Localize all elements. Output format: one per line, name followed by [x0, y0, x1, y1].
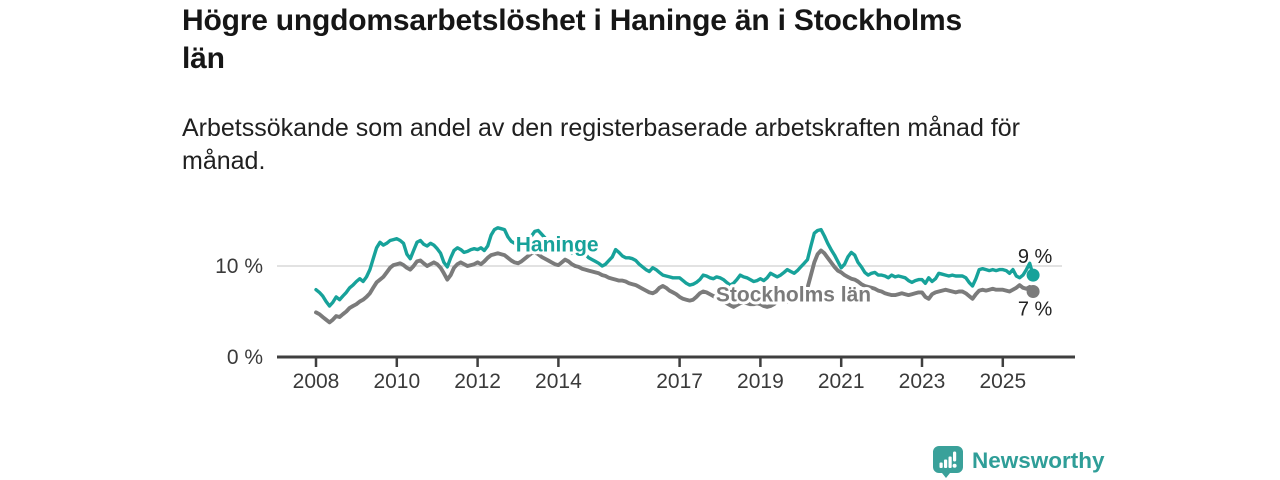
x-axis-tick-label: 2012	[454, 370, 501, 393]
newsworthy-brand-link[interactable]: Newsworthy	[933, 446, 1105, 478]
series-label-haninge: Haninge	[516, 233, 599, 256]
newsworthy-brand-text: Newsworthy	[972, 448, 1105, 473]
x-axis-tick-label: 2019	[737, 370, 784, 393]
series-line-haninge	[314, 226, 1035, 308]
series-end-dot-haninge	[1026, 268, 1040, 282]
x-axis-tick-label: 2010	[373, 370, 420, 393]
x-axis-tick-label: 2014	[535, 370, 582, 393]
chart-subtitle: Arbetssökande som andel av den registerb…	[182, 114, 1020, 175]
series-end-dot-stockholms-l-n	[1026, 284, 1040, 298]
x-axis-tick-label: 2008	[293, 370, 340, 393]
y-axis-tick-label: 10 %	[215, 255, 263, 278]
series-label-stockholms-l-n: Stockholms län	[716, 283, 871, 306]
x-axis-tick-label: 2017	[656, 370, 703, 393]
x-axis-tick-label: 2021	[818, 370, 865, 393]
series-end-value-label-haninge: 9 %	[1018, 246, 1053, 268]
x-axis-tick-label: 2025	[979, 370, 1026, 393]
y-axis-tick-label: 0 %	[227, 346, 263, 369]
x-axis-tick-label: 2023	[899, 370, 946, 393]
series-end-value-label-stockholms-l-n: 7 %	[1018, 298, 1053, 320]
chart-title: Högre ungdomsarbetslöshet i Haninge än i…	[182, 4, 962, 75]
series-line-stockholms-l-n	[314, 248, 1036, 325]
newsworthy-logo-icon	[933, 446, 963, 478]
